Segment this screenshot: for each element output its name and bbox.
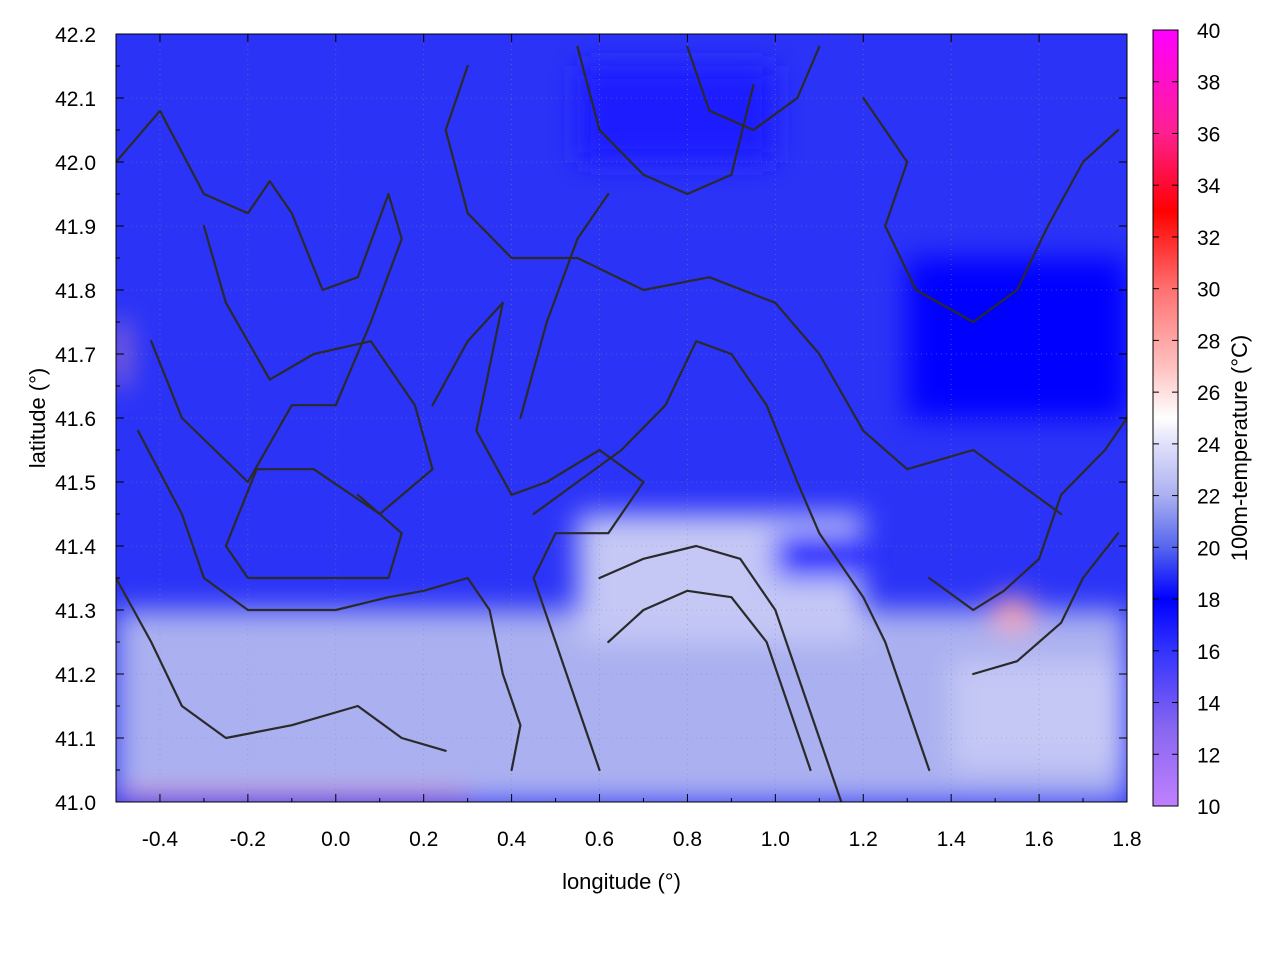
- x-tick-label: 1.6: [1024, 828, 1053, 851]
- contour-line-14: [116, 576, 447, 752]
- y-axis-label: latitude (°): [25, 368, 50, 469]
- x-tick-label: 0.4: [497, 828, 527, 851]
- heatmap-field: [116, 66, 1127, 802]
- x-tick-label: 0.2: [409, 828, 438, 851]
- colorbar-tick-label: 18: [1197, 589, 1220, 612]
- colorbar-tick-label: 24: [1197, 434, 1221, 457]
- colorbar-tick-label: 12: [1197, 744, 1220, 767]
- colorbar: 10 12 14 16 18 20 22 24 26 28 30 32 34 36 38 40: [1152, 20, 1221, 819]
- x-axis: -0.4 -0.2 0.0 0.2 0.4 0.6 0.8 1.0 1.2 1.4 1.6 1.8: [142, 34, 1142, 851]
- y-tick-label: 41.9: [55, 216, 96, 239]
- contour-line-1: [202, 224, 434, 580]
- colorbar-tick-label: 28: [1197, 330, 1220, 353]
- contour-line-7: [607, 589, 812, 772]
- y-tick-label: 41.5: [55, 472, 96, 495]
- y-tick-label: 41.0: [55, 792, 96, 815]
- contour-line-12: [928, 416, 1127, 612]
- colorbar-gradient: [1152, 29, 1179, 807]
- contour-lines: [116, 45, 1127, 802]
- contour-line-8: [862, 96, 1120, 324]
- temperature-region-5: [907, 258, 1127, 418]
- x-tick-label: 1.4: [937, 828, 967, 851]
- contour-line-2: [136, 429, 522, 772]
- y-axis: 41.0 41.1 41.2 41.3 41.4 41.5 41.6 41.7 41.8 41.9…: [55, 24, 1127, 815]
- temperature-region-2: [951, 661, 1127, 770]
- y-tick-label: 42.0: [55, 152, 96, 175]
- colorbar-tick-label: 20: [1197, 537, 1220, 560]
- plot-area: [116, 34, 1127, 802]
- colorbar-tick-label: 16: [1197, 641, 1220, 664]
- x-tick-label: 0.8: [673, 828, 702, 851]
- y-tick-label: 42.1: [55, 88, 96, 111]
- colorbar-tick-label: 38: [1197, 72, 1220, 95]
- colorbar-tick-label: 36: [1197, 123, 1220, 146]
- colorbar-tick-label: 26: [1197, 382, 1220, 405]
- y-tick-label: 41.3: [55, 600, 96, 623]
- colorbar-tick-label: 40: [1197, 20, 1220, 43]
- colorbar-label: 100m-temperature (°C): [1227, 335, 1252, 561]
- temperature-region-4: [577, 66, 776, 162]
- x-tick-label: 1.0: [761, 828, 790, 851]
- x-tick-label: 0.0: [321, 828, 350, 851]
- y-tick-label: 41.7: [55, 344, 96, 367]
- contour-line-0: [116, 109, 403, 484]
- y-tick-label: 41.8: [55, 280, 96, 303]
- x-tick-label: -0.4: [142, 828, 179, 851]
- y-tick-label: 41.6: [55, 408, 96, 431]
- colorbar-tick-label: 30: [1197, 279, 1220, 302]
- x-axis-label: longitude (°): [562, 869, 681, 894]
- contour-line-4: [444, 64, 1063, 516]
- temperature-region-3: [775, 533, 864, 578]
- y-tick-label: 41.2: [55, 664, 96, 687]
- contour-line-13: [519, 192, 610, 420]
- colorbar-tick-label: 14: [1197, 693, 1221, 716]
- contour-line-9: [686, 45, 821, 132]
- contour-line-10: [576, 45, 755, 196]
- x-tick-label: -0.2: [230, 828, 266, 851]
- colorbar-tick-label: 10: [1197, 796, 1220, 819]
- grid-lines: [116, 34, 1127, 802]
- temperature-region-6: [995, 597, 1031, 630]
- x-tick-label: 1.8: [1112, 828, 1141, 851]
- colorbar-tick-label: 32: [1197, 227, 1220, 250]
- y-tick-label: 42.2: [55, 24, 96, 47]
- colorbar-tick-label: 22: [1197, 486, 1220, 509]
- contour-line-3: [431, 301, 645, 772]
- contour-line-6: [598, 544, 843, 802]
- x-tick-label: 0.6: [585, 828, 614, 851]
- contour-line-11: [972, 532, 1120, 676]
- y-tick-label: 41.4: [55, 536, 96, 559]
- y-tick-label: 41.1: [55, 728, 96, 751]
- colorbar-ticks: 10 12 14 16 18 20 22 24 26 28 30 32 34 36 38 40: [1153, 20, 1221, 819]
- colorbar-tick-label: 34: [1197, 175, 1221, 198]
- x-tick-label: 1.2: [849, 828, 878, 851]
- contour-line-5: [532, 340, 931, 772]
